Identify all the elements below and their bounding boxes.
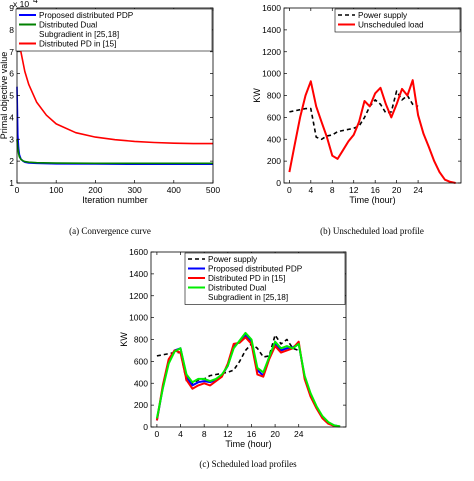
x-tick-label: 500 [206,185,220,195]
x-tick-label: 200 [88,185,102,195]
y-axis-label: KW [119,332,129,347]
figure-caption: (a) Convergence curve [69,226,151,236]
y-tick-label: 1 [9,178,14,188]
y-tick-label: 3 [9,134,14,144]
y-tick-label: 600 [134,356,148,366]
y-tick-label: 7 [9,47,14,57]
legend-entry: Proposed distributed PDP [208,265,303,274]
x-tick-label: 8 [202,429,207,439]
y-tick-label: 0 [276,178,281,188]
x-tick-label: 12 [349,185,359,195]
legend-entry: Distributed Dual Subgradient in [25,18] [39,21,119,40]
y-tick-label: 800 [267,91,281,101]
legend-entry: Proposed distributed PDP [39,11,134,20]
x-axis-label: Time (hour) [225,439,271,449]
y-tick-label: 200 [267,156,281,166]
legend-box [15,8,213,52]
y-tick-label: 1000 [262,69,281,79]
figure-caption: (c) Scheduled load profiles [199,459,297,469]
legend-entry: Power supply [208,255,258,264]
x-tick-label: 12 [223,429,233,439]
y-tick-label: 1200 [129,291,148,301]
chart-panel-1: 0 100 200 300 400 500 1 2 3 4 5 6 7 8 9 Iteration numbe… [0,0,220,236]
y-tick-label: 4 [9,112,14,122]
y-tick-label: 0 [143,422,148,432]
x-tick-label: 400 [167,185,181,195]
x-tick-label: 16 [370,185,380,195]
y-tick-label: 1600 [262,3,281,13]
series-line-1 [156,334,299,385]
y-exponent-label: x 10 [13,0,29,9]
series-line-2 [155,334,341,428]
legend-entry: Power supply [358,11,408,20]
y-tick-label: 9 [9,3,14,13]
x-tick-label: 8 [330,185,335,195]
y-tick-label: 8 [9,25,14,35]
y-tick-label: 1200 [262,47,281,57]
y-tick-label: 600 [267,112,281,122]
chart-panel-3: 0 4 8 12 16 20 24 0 200 400 600 800 1000 1200 1400 1600… [119,247,347,469]
y-tick-label: 1600 [129,247,148,257]
y-exponent-power: 4 [33,0,38,5]
x-tick-label: 20 [270,429,280,439]
y-tick-label: 1400 [262,25,281,35]
figure-caption: (b) Unscheduled load profile [320,226,424,236]
y-tick-label: 200 [134,400,148,410]
x-tick-label: 100 [49,185,63,195]
y-axis-label: Primal objective value [0,52,9,140]
legend-entry: Distributed PD in [15] [39,40,116,49]
series-line-3 [155,336,341,428]
series-line-3 [16,21,213,145]
plot-area-frame [283,7,462,184]
series-line-2 [288,79,456,184]
x-tick-label: 16 [247,429,257,439]
x-tick-label: 24 [294,429,304,439]
legend-entry: Unscheduled load [358,21,424,30]
y-tick-label: 800 [134,335,148,345]
x-axis-label: Time (hour) [349,195,395,205]
series-line-1 [16,86,213,165]
y-tick-label: 400 [134,378,148,388]
y-axis-label: KW [252,88,262,103]
x-tick-label: 20 [392,185,402,195]
x-tick-label: 0 [15,185,20,195]
x-tick-label: 4 [308,185,313,195]
x-tick-label: 0 [155,429,160,439]
x-axis-label: Iteration number [82,195,148,205]
legend-box [184,252,346,305]
x-tick-label: 4 [178,429,183,439]
x-tick-label: 300 [128,185,142,195]
y-tick-label: 1400 [129,269,148,279]
series-line-2 [16,139,213,165]
series-line-4 [155,331,341,428]
y-tick-label: 2 [9,156,14,166]
y-tick-label: 6 [9,69,14,79]
y-tick-label: 400 [267,134,281,144]
legend-entry: Distributed PD in [15] [208,274,285,283]
legend-entry: Distributed Dual Subgradient in [25,18] [208,284,288,303]
y-tick-label: 5 [9,91,14,101]
x-tick-label: 24 [413,185,423,195]
x-tick-label: 0 [287,185,292,195]
chart-panel-2: 0 4 8 12 16 20 24 0 200 400 600 800 1000 1200 1400 1600… [252,3,462,236]
y-tick-label: 1000 [129,313,148,323]
series-line-1 [289,90,419,141]
legend-box [334,8,461,33]
